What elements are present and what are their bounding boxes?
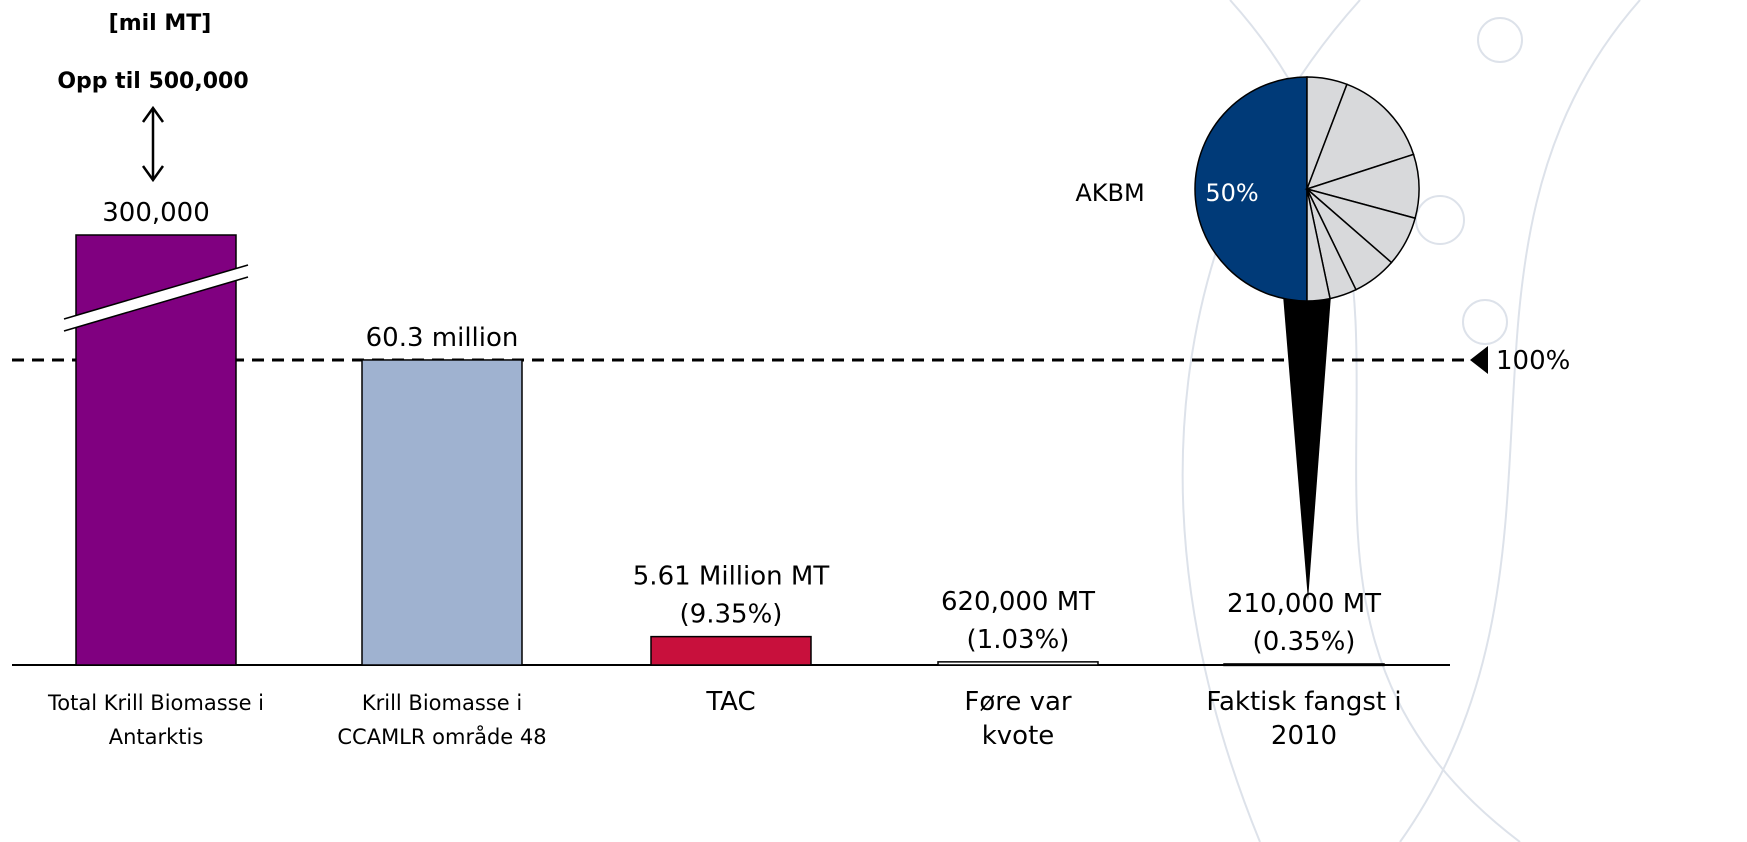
- value-label: 5.61 Million MT(9.35%): [633, 562, 830, 630]
- bar: [938, 662, 1098, 665]
- bar: [362, 360, 522, 665]
- double-arrow: [143, 108, 163, 180]
- value-label: 300,000: [102, 198, 210, 228]
- bar: [651, 637, 811, 665]
- reference-label: 100%: [1496, 346, 1570, 376]
- pie-pointer: [1283, 295, 1331, 600]
- pie-value-label: 50%: [1205, 179, 1258, 207]
- x-tick-label: TAC: [705, 687, 755, 717]
- value-label: 60.3 million: [366, 323, 519, 353]
- bar: [1224, 664, 1384, 666]
- value-label: 210,000 MT(0.35%): [1227, 589, 1381, 657]
- chart: [mil MT] Opp til 500,000 100% AKBM 50% 300,…: [0, 0, 1747, 842]
- annotation: Opp til 500,000: [57, 69, 248, 94]
- value-label: 620,000 MT(1.03%): [941, 587, 1095, 655]
- pie-label: AKBM: [1075, 179, 1144, 207]
- reference-marker: [1470, 346, 1488, 374]
- unit-label: [mil MT]: [109, 11, 212, 36]
